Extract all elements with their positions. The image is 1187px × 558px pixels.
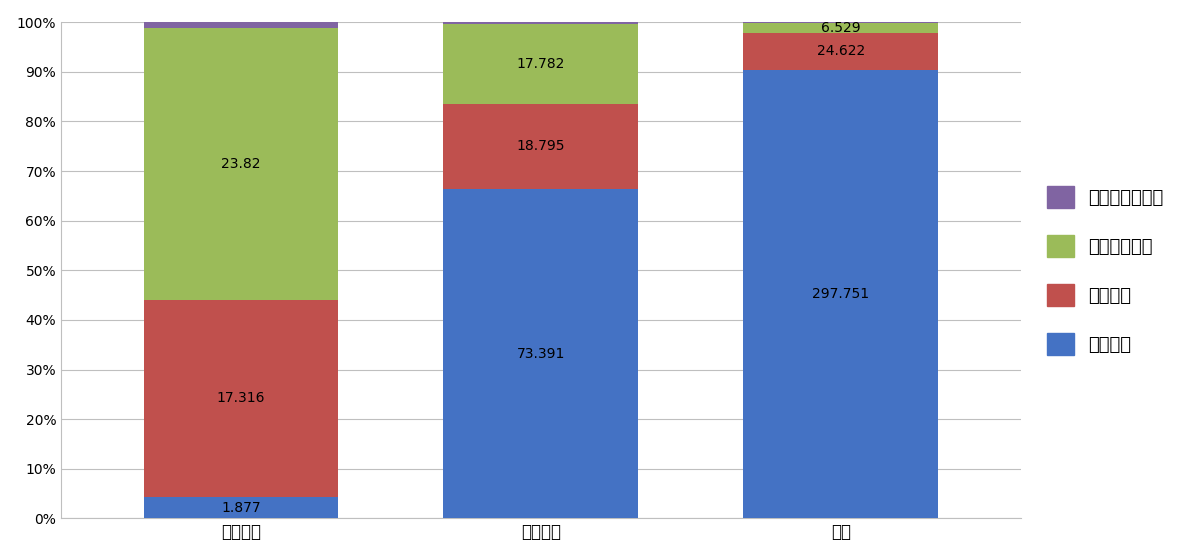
- Text: 17.316: 17.316: [217, 391, 265, 405]
- Bar: [144, 497, 338, 518]
- Text: 18.795: 18.795: [516, 140, 565, 153]
- Bar: [444, 25, 639, 104]
- Legend: 民間非営利部門, 高等教育部門, 政府部門, 企業部門: 民間非営利部門, 高等教育部門, 政府部門, 企業部門: [1040, 179, 1170, 362]
- Text: 6.529: 6.529: [821, 21, 861, 35]
- Bar: [444, 22, 639, 25]
- Bar: [444, 104, 639, 189]
- Text: 297.751: 297.751: [812, 287, 869, 301]
- Bar: [144, 28, 338, 300]
- Bar: [743, 70, 939, 518]
- Text: 24.622: 24.622: [817, 44, 865, 58]
- Text: 73.391: 73.391: [516, 347, 565, 360]
- Bar: [743, 23, 939, 32]
- Text: 23.82: 23.82: [221, 157, 261, 171]
- Text: 17.782: 17.782: [516, 57, 565, 71]
- Bar: [444, 189, 639, 518]
- Text: 1.877: 1.877: [221, 501, 261, 515]
- Bar: [743, 32, 939, 70]
- Bar: [144, 300, 338, 497]
- Bar: [144, 22, 338, 28]
